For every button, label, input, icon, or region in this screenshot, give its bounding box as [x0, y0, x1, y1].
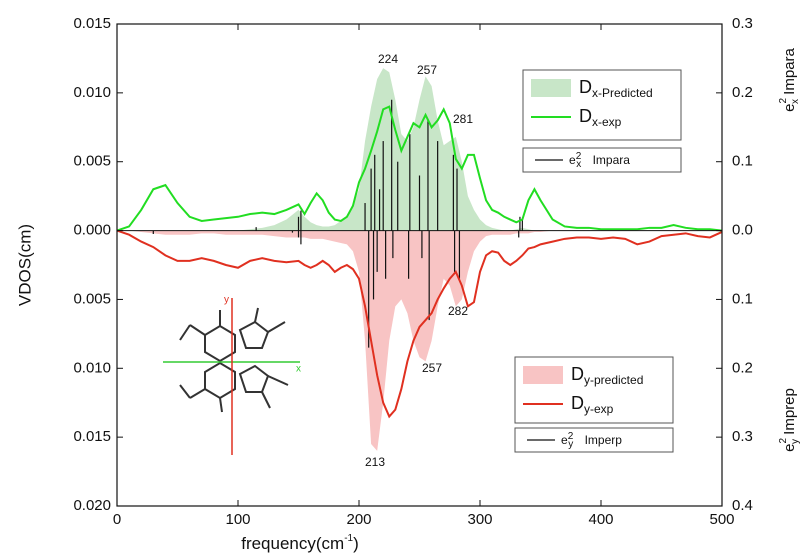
- x-label-part: ): [353, 534, 359, 553]
- legend-label: e2 y Imperp: [561, 431, 622, 450]
- legend-box: [514, 427, 674, 453]
- label-base: e: [781, 104, 798, 112]
- legend-sub: x-exp: [592, 115, 622, 129]
- legend-base: D: [571, 364, 584, 384]
- x-label-part: frequency(cm: [241, 534, 344, 553]
- peak-annotation: 213: [365, 455, 385, 469]
- y2-tick-label: 0.3: [732, 428, 753, 445]
- y-tick-label: 0.000: [73, 222, 111, 239]
- legend-base: D: [579, 106, 592, 126]
- legend-swatch: [531, 79, 571, 97]
- x-tick-label: 0: [113, 511, 121, 528]
- legend-base: D: [571, 393, 584, 413]
- x-label-sup: -1: [344, 533, 353, 544]
- x-tick-label: 100: [225, 511, 250, 528]
- peak-annotation: 257: [417, 63, 437, 77]
- legend-base: e: [561, 433, 568, 447]
- area: [117, 230, 722, 451]
- plot-frame: [116, 23, 723, 507]
- y-tick-label: 0.015: [73, 428, 111, 445]
- legend-sub: x-Predicted: [592, 86, 653, 100]
- legend-sub: y-exp: [584, 402, 614, 416]
- legend-sub: y: [568, 439, 573, 450]
- molecule-inset: [163, 298, 300, 455]
- legend-label: Dy-predicted: [571, 364, 643, 387]
- x-tick-label: 400: [588, 511, 613, 528]
- y2-tick-label: 0.4: [732, 497, 753, 514]
- y-axis-label: VDOS(cm): [15, 224, 34, 306]
- y2-tick-label: 0.1: [732, 290, 753, 307]
- label-base: e: [781, 444, 798, 452]
- y-tick-label: 0.005: [73, 290, 111, 307]
- label-sub: y: [790, 439, 801, 444]
- y2-tick-label: 0.1: [732, 153, 753, 170]
- legend-label: Dx-exp: [579, 106, 622, 129]
- legend-text: Impara: [589, 153, 630, 167]
- line: [116, 105, 723, 232]
- legend-label: e2 x Impara: [569, 151, 630, 170]
- inset-label: y: [224, 295, 229, 306]
- peak-annotation: 281: [453, 112, 473, 126]
- legend-label: Dx-Predicted: [579, 77, 653, 100]
- label-sub: x: [790, 99, 801, 104]
- label-text: Imprep: [781, 388, 798, 439]
- area: [117, 68, 722, 231]
- legend-label: Dy-exp: [571, 393, 614, 416]
- peak-annotation: 282: [448, 304, 468, 318]
- x-tick-label: 500: [709, 511, 734, 528]
- peak-annotation: 257: [422, 361, 442, 375]
- label-sup: 2: [778, 98, 789, 104]
- x-tick-label: 200: [346, 511, 371, 528]
- legend-base: D: [579, 77, 592, 97]
- legend-sub: x: [576, 159, 581, 170]
- y2-axis-label: e2y Imprep: [778, 388, 801, 452]
- y2-tick-label: 0.3: [732, 15, 753, 32]
- y-tick-label: 0.010: [73, 359, 111, 376]
- legend-text: Imperp: [581, 433, 622, 447]
- y2-tick-label: 0.2: [732, 359, 753, 376]
- y2-axis-label: e2x Impara: [778, 47, 801, 111]
- y-tick-label: 0.015: [73, 15, 111, 32]
- line: [116, 229, 723, 419]
- legend-swatch: [523, 366, 563, 384]
- legend-base: e: [569, 153, 576, 167]
- x-axis-label: frequency(cm-1): [241, 533, 359, 554]
- y-tick-label: 0.005: [73, 153, 111, 170]
- x-tick-label: 300: [467, 511, 492, 528]
- y-tick-label: 0.020: [73, 497, 111, 514]
- legend-sub: y-predicted: [584, 373, 643, 387]
- inset-label: x: [296, 364, 301, 375]
- label-sup: 2: [778, 438, 789, 444]
- label-text: Impara: [781, 47, 798, 99]
- y-tick-label: 0.010: [73, 84, 111, 101]
- peak-annotation: 224: [378, 52, 398, 66]
- y2-tick-label: 0.0: [732, 222, 753, 239]
- y2-tick-label: 0.2: [732, 84, 753, 101]
- legend-sup: 2: [568, 431, 574, 442]
- legend-sup: 2: [576, 151, 582, 162]
